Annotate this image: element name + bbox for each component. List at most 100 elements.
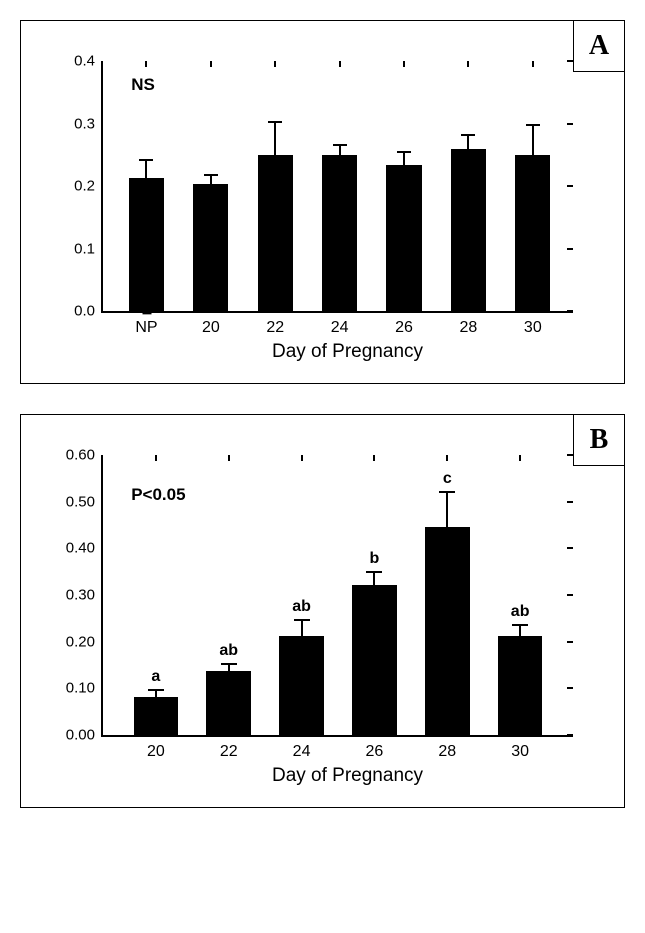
- error-cap: [221, 663, 237, 665]
- chart-a-xlabel: Day of Pregnancy: [101, 341, 594, 363]
- bar: [193, 184, 228, 311]
- x-tick-label: 26: [366, 735, 384, 761]
- bar: [279, 636, 324, 735]
- bar: [498, 636, 543, 735]
- panel-b: B mRNA (relative expression) P<0.05 aaba…: [20, 414, 625, 808]
- y-tick-label: 0.60: [66, 447, 103, 464]
- bar: [386, 165, 421, 311]
- error-bar: [274, 122, 276, 156]
- x-tick-mark: [301, 455, 303, 461]
- error-bar: [155, 690, 157, 697]
- y-tick-mark: [567, 501, 573, 503]
- x-tick-mark: [228, 455, 230, 461]
- x-tick-mark: [532, 61, 534, 67]
- chart-b-wrap: mRNA (relative expression) P<0.05 aababb…: [101, 455, 594, 787]
- y-tick-label: 0.00: [66, 727, 103, 744]
- error-cap: [294, 619, 310, 621]
- bar: [258, 155, 293, 311]
- x-tick-mark: [519, 455, 521, 461]
- bar-sig-letter: b: [370, 550, 380, 568]
- x-tick-mark: [467, 61, 469, 67]
- x-tick-label: 24: [293, 735, 311, 761]
- x-tick-mark: [155, 455, 157, 461]
- error-cap: [139, 159, 153, 161]
- chart-a-wrap: mRNA (relative expression) NS 0.00.10.20…: [101, 61, 594, 363]
- y-tick-label: 0.1: [74, 240, 103, 257]
- x-tick-label: 22: [220, 735, 238, 761]
- bar: [206, 671, 251, 735]
- bar: [515, 155, 550, 311]
- bar-sig-letter: ab: [511, 603, 530, 621]
- x-tick-mark: [274, 61, 276, 67]
- y-tick-label: 0.30: [66, 587, 103, 604]
- bar: [322, 155, 357, 311]
- bar-sig-letter: ab: [292, 598, 311, 616]
- error-bar: [301, 620, 303, 636]
- x-tick-label: 20: [147, 735, 165, 761]
- x-tick-mark: [446, 455, 448, 461]
- x-tick-label: 22: [266, 311, 284, 337]
- chart-a-plot: NS 0.00.10.20.30.4NP202224262830: [101, 61, 573, 313]
- y-tick-mark: [567, 734, 573, 736]
- y-tick-mark: [567, 123, 573, 125]
- x-tick-label: 26: [395, 311, 413, 337]
- error-bar: [467, 135, 469, 149]
- x-tick-label: 28: [460, 311, 478, 337]
- bar-sig-letter: c: [443, 470, 452, 488]
- y-tick-label: 0.0: [74, 303, 103, 320]
- panel-a: A mRNA (relative expression) NS 0.00.10.…: [20, 20, 625, 384]
- error-cap: [439, 491, 455, 493]
- error-cap: [461, 134, 475, 136]
- error-bar: [210, 175, 212, 184]
- x-tick-label: 20: [202, 311, 220, 337]
- x-tick-label: 28: [438, 735, 456, 761]
- error-cap: [333, 144, 347, 146]
- x-tick-label: NP: [135, 311, 157, 337]
- bar: [129, 178, 164, 311]
- error-bar: [145, 160, 147, 178]
- y-tick-mark: [567, 248, 573, 250]
- y-tick-label: 0.50: [66, 493, 103, 510]
- bar: [425, 527, 470, 735]
- x-tick-mark: [145, 61, 147, 67]
- bar-sig-letter: a: [151, 668, 160, 686]
- error-cap: [512, 624, 528, 626]
- x-tick-mark: [210, 61, 212, 67]
- x-tick-mark: [339, 61, 341, 67]
- error-bar: [403, 152, 405, 165]
- y-tick-mark: [567, 594, 573, 596]
- error-cap: [526, 124, 540, 126]
- error-bar: [446, 492, 448, 527]
- error-bar: [228, 664, 230, 671]
- y-tick-mark: [567, 547, 573, 549]
- y-tick-mark: [567, 60, 573, 62]
- y-tick-mark: [567, 641, 573, 643]
- chart-b-plot: P<0.05 aababbcab 0.000.100.200.300.400.5…: [101, 455, 573, 737]
- chart-a-bars: [103, 61, 573, 311]
- error-bar: [373, 572, 375, 585]
- bar: [352, 585, 397, 735]
- error-cap: [397, 151, 411, 153]
- error-cap: [366, 571, 382, 573]
- bar: [134, 697, 179, 735]
- x-tick-mark: [403, 61, 405, 67]
- y-tick-label: 0.4: [74, 53, 103, 70]
- y-tick-mark: [567, 310, 573, 312]
- error-bar: [532, 125, 534, 155]
- y-tick-label: 0.2: [74, 178, 103, 195]
- error-cap: [204, 174, 218, 176]
- x-tick-label: 30: [524, 311, 542, 337]
- x-tick-mark: [373, 455, 375, 461]
- y-tick-mark: [567, 454, 573, 456]
- y-tick-mark: [567, 687, 573, 689]
- error-bar: [339, 145, 341, 155]
- bar-sig-letter: ab: [219, 642, 238, 660]
- y-tick-label: 0.10: [66, 680, 103, 697]
- chart-b-bars: a ab ab b c ab: [103, 455, 573, 735]
- y-tick-label: 0.3: [74, 115, 103, 132]
- error-cap: [268, 121, 282, 123]
- chart-b-xlabel: Day of Pregnancy: [101, 765, 594, 787]
- x-tick-label: 24: [331, 311, 349, 337]
- error-bar: [519, 625, 521, 636]
- y-tick-label: 0.20: [66, 633, 103, 650]
